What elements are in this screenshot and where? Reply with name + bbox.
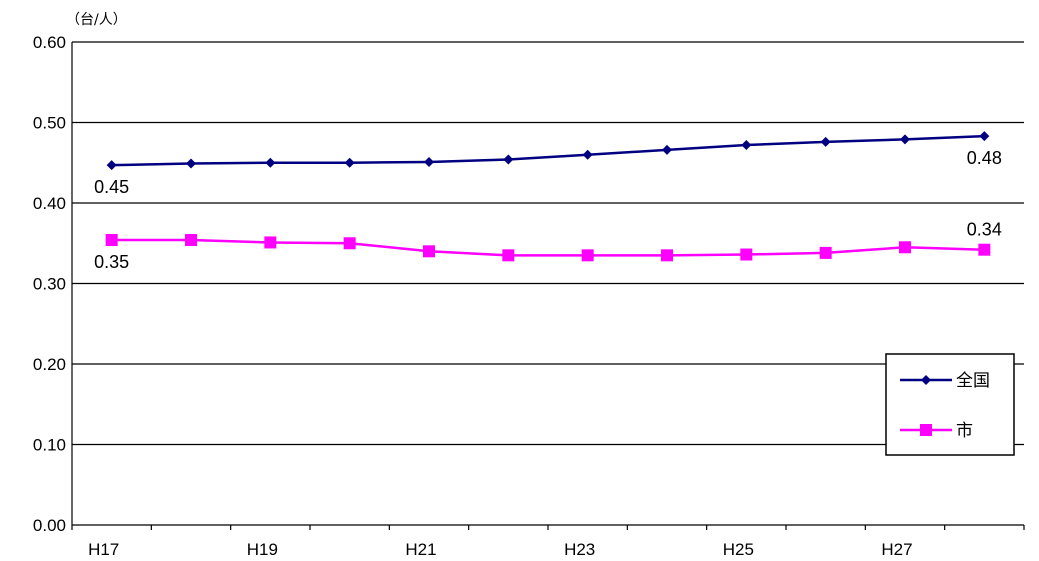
- y-tick-label: 0.60: [33, 33, 66, 52]
- data-point: [581, 249, 594, 262]
- data-point: [899, 241, 911, 254]
- legend-box: [885, 353, 1015, 456]
- legend-label-zenkoku: 全国: [956, 371, 990, 391]
- x-tick-label: H17: [88, 540, 119, 559]
- data-label: 0.45: [94, 177, 129, 197]
- legend-marker-shi: [920, 424, 932, 436]
- series-layer: 0.45 0.48 0.35 0.34: [94, 131, 1002, 272]
- legend: 全国 市: [885, 353, 1015, 456]
- data-point: [264, 236, 277, 249]
- y-tick-label: 0.30: [33, 275, 66, 294]
- data-point: [265, 157, 276, 168]
- legend-marker-zenkoku: [921, 375, 931, 385]
- data-point: [503, 154, 514, 165]
- data-point: [979, 131, 990, 142]
- x-tick-label: H23: [564, 540, 595, 559]
- data-label: 0.48: [967, 148, 1002, 168]
- data-point: [740, 248, 753, 261]
- y-tick-label: 0.10: [33, 436, 66, 455]
- y-tick-label: 0.00: [33, 516, 66, 535]
- data-point: [344, 157, 355, 168]
- x-tick-label: H19: [247, 540, 278, 559]
- data-point: [424, 156, 434, 167]
- data-point: [185, 234, 197, 247]
- data-point: [423, 245, 435, 258]
- data-point: [819, 246, 832, 259]
- gridlines: [72, 41, 1024, 446]
- series-1: 0.35 0.34: [94, 220, 1002, 272]
- data-point: [582, 149, 593, 160]
- legend-label-shi: 市: [956, 421, 973, 441]
- series-line: [111, 134, 985, 167]
- data-point: [900, 134, 910, 145]
- data-point: [343, 237, 356, 250]
- data-point: [741, 140, 752, 151]
- unit-label: （台/人）: [66, 12, 127, 28]
- y-tick-label: 0.20: [33, 355, 66, 374]
- data-point: [820, 136, 831, 147]
- data-label: 0.34: [967, 220, 1002, 240]
- data-point: [662, 144, 672, 155]
- data-point: [186, 158, 196, 169]
- x-axis: H17 H19 H21 H23 H25 H27: [71, 42, 1025, 559]
- x-tick-label: H25: [723, 540, 754, 559]
- data-point: [502, 249, 515, 262]
- x-tick-label: H27: [881, 540, 912, 559]
- data-label: 0.35: [94, 252, 129, 272]
- series-0: 0.45 0.48: [94, 131, 1002, 197]
- y-tick-label: 0.40: [33, 194, 66, 213]
- x-tick-label: H21: [405, 540, 436, 559]
- y-tick-labels: 0.00 0.10 0.20 0.30 0.40 0.50 0.60: [33, 33, 66, 535]
- data-point: [106, 160, 117, 171]
- series-line: [111, 238, 985, 257]
- data-point: [105, 234, 118, 247]
- data-point: [978, 243, 991, 256]
- y-tick-label: 0.50: [33, 114, 66, 133]
- data-point: [661, 249, 673, 262]
